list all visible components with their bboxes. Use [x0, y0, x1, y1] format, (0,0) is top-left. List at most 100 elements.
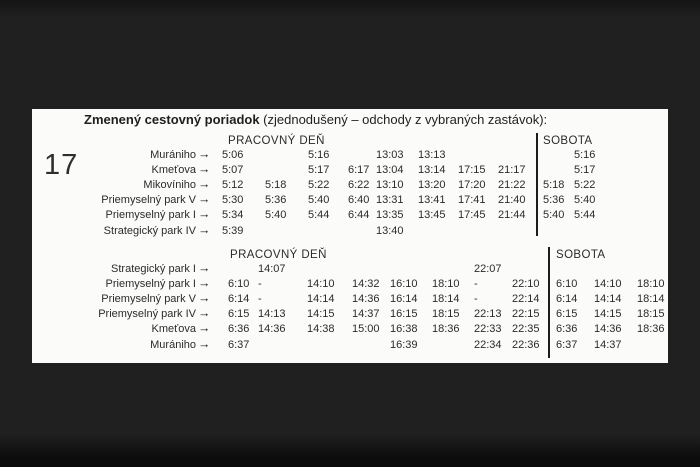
time-cell: 18:36 — [432, 323, 460, 335]
title-main: Zmenený cestovný poriadok — [84, 112, 260, 127]
stop-label: Kmeťova — [151, 323, 196, 335]
time-cell-saturday: 6:37 — [556, 339, 578, 351]
time-cell: 14:38 — [307, 323, 335, 335]
time-cell: 14:36 — [258, 323, 286, 335]
time-cell: 13:10 — [376, 179, 404, 191]
time-cell: 22:35 — [512, 323, 540, 335]
time-cell: 5:36 — [265, 194, 287, 206]
stop-label: Kmeťova — [151, 164, 196, 176]
stop-label: Murániho — [150, 339, 196, 351]
time-cell-saturday: 5:40 — [574, 194, 596, 206]
time-cell: 6:14 — [228, 293, 250, 305]
time-cell: 18:10 — [432, 278, 460, 290]
stop-label: Strategický park I — [111, 263, 196, 275]
time-cell: 13:04 — [376, 164, 404, 176]
time-cell-saturday: 5:18 — [543, 179, 565, 191]
time-cell: 5:34 — [222, 209, 244, 221]
time-cell: 16:38 — [390, 323, 418, 335]
time-cell: 18:14 — [432, 293, 460, 305]
time-cell: 17:20 — [458, 179, 486, 191]
time-cell-saturday: 14:37 — [594, 339, 622, 351]
time-cell: 5:22 — [308, 179, 330, 191]
arrow-icon: → — [198, 261, 211, 275]
time-cell: 5:18 — [265, 179, 287, 191]
time-cell-saturday: 18:14 — [637, 293, 665, 305]
stop-label: Mikovíniho — [143, 179, 196, 191]
arrow-icon: → — [198, 162, 211, 176]
weekday-header: PRACOVNÝ DEŇ — [228, 135, 325, 147]
weekday-header: PRACOVNÝ DEŇ — [230, 249, 327, 261]
time-cell: 13:13 — [418, 149, 446, 161]
time-cell: 16:14 — [390, 293, 418, 305]
time-cell-saturday: 14:15 — [594, 308, 622, 320]
time-cell-saturday: 14:36 — [594, 323, 622, 335]
time-cell: 5:16 — [308, 149, 330, 161]
time-cell: 17:41 — [458, 194, 486, 206]
time-cell-saturday: 6:15 — [556, 308, 578, 320]
stop-label: Priemyselný park IV — [98, 308, 196, 320]
time-cell: 13:14 — [418, 164, 446, 176]
time-cell: 22:14 — [512, 293, 540, 305]
time-cell: - — [258, 278, 262, 290]
time-cell: 16:39 — [390, 339, 418, 351]
arrow-icon: → — [198, 147, 211, 161]
time-cell: 5:07 — [222, 164, 244, 176]
time-cell: 14:36 — [352, 293, 380, 305]
arrow-icon: → — [198, 291, 211, 305]
saturday-divider — [536, 133, 538, 236]
time-cell: 5:40 — [265, 209, 287, 221]
time-cell: 14:37 — [352, 308, 380, 320]
stop-label: Priemyselný park V — [101, 194, 196, 206]
time-cell: 13:41 — [418, 194, 446, 206]
time-cell: 22:13 — [474, 308, 502, 320]
time-cell: 17:15 — [458, 164, 486, 176]
time-cell-saturday: 6:36 — [556, 323, 578, 335]
time-cell: 22:15 — [512, 308, 540, 320]
arrow-icon: → — [198, 223, 211, 237]
stop-label: Priemyselný park V — [101, 293, 196, 305]
time-cell: 14:13 — [258, 308, 286, 320]
time-cell: 5:40 — [308, 194, 330, 206]
arrow-icon: → — [198, 192, 211, 206]
time-cell: 6:36 — [228, 323, 250, 335]
stop-label: Murániho — [150, 149, 196, 161]
time-cell: 21:40 — [498, 194, 526, 206]
time-cell: 6:40 — [348, 194, 370, 206]
arrow-icon: → — [198, 337, 211, 351]
time-cell: - — [474, 278, 478, 290]
time-cell: 22:34 — [474, 339, 502, 351]
time-cell-saturday: 6:10 — [556, 278, 578, 290]
time-cell-saturday: 5:22 — [574, 179, 596, 191]
time-cell: 6:37 — [228, 339, 250, 351]
time-cell: 17:45 — [458, 209, 486, 221]
time-cell-saturday: 18:10 — [637, 278, 665, 290]
time-cell: 15:00 — [352, 323, 380, 335]
time-cell: - — [258, 293, 262, 305]
time-cell: 21:44 — [498, 209, 526, 221]
time-cell-saturday: 14:10 — [594, 278, 622, 290]
time-cell: 13:31 — [376, 194, 404, 206]
time-cell: 5:39 — [222, 225, 244, 237]
time-cell-saturday: 5:17 — [574, 164, 596, 176]
time-cell: 13:03 — [376, 149, 404, 161]
time-cell: 14:14 — [307, 293, 335, 305]
time-cell: 5:06 — [222, 149, 244, 161]
time-cell: 16:15 — [390, 308, 418, 320]
time-cell: 14:15 — [307, 308, 335, 320]
arrow-icon: → — [198, 177, 211, 191]
time-cell: 5:17 — [308, 164, 330, 176]
time-cell: 13:40 — [376, 225, 404, 237]
stop-label: Priemyselný park I — [105, 278, 196, 290]
time-cell: 13:35 — [376, 209, 404, 221]
time-cell: 21:22 — [498, 179, 526, 191]
time-cell: 22:33 — [474, 323, 502, 335]
time-cell-saturday: 5:16 — [574, 149, 596, 161]
time-cell: 13:45 — [418, 209, 446, 221]
time-cell: 21:17 — [498, 164, 526, 176]
time-cell: 14:07 — [258, 263, 286, 275]
time-cell: 6:10 — [228, 278, 250, 290]
time-cell: 13:20 — [418, 179, 446, 191]
time-cell: 6:22 — [348, 179, 370, 191]
time-cell-saturday: 18:36 — [637, 323, 665, 335]
arrow-icon: → — [198, 207, 211, 221]
